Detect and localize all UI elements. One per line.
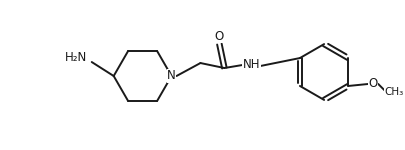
Text: O: O — [369, 78, 378, 90]
Text: H₂N: H₂N — [65, 51, 87, 64]
Text: O: O — [215, 30, 224, 43]
Text: NH: NH — [243, 58, 260, 70]
Text: N: N — [167, 69, 176, 82]
Text: CH₃: CH₃ — [384, 87, 404, 97]
